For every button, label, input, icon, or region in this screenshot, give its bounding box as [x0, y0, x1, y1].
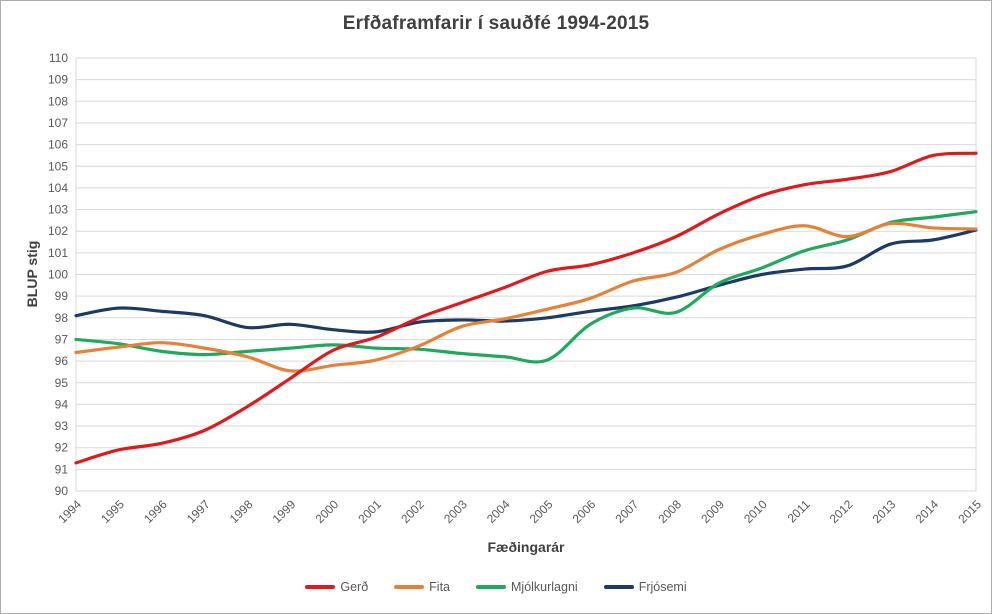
series-line-gerd: [74, 151, 978, 465]
y-tick-label: 102: [48, 224, 68, 238]
x-tick-label: 2004: [484, 497, 513, 526]
legend-item-mjolkurlagni: Mjólkurlagni: [476, 580, 578, 594]
x-tick-label: 2003: [441, 497, 470, 526]
x-tick-label: 1994: [55, 497, 84, 526]
series-line-frjosemi: [74, 228, 978, 334]
y-tick-label: 92: [55, 441, 69, 455]
x-tick-label: 2014: [912, 497, 941, 526]
x-tick-label: 2007: [612, 497, 641, 526]
legend-label-frjosemi: Frjósemi: [638, 580, 687, 594]
x-tick-label: 2002: [398, 497, 427, 526]
legend-label-gerd: Gerð: [340, 580, 369, 594]
y-tick-label: 108: [48, 94, 68, 108]
legend-swatch-frjosemi: [603, 585, 634, 589]
y-tick-label: 110: [49, 51, 68, 65]
x-tick-label: 1996: [141, 497, 170, 526]
x-tick-label: 2011: [785, 497, 813, 525]
y-tick-label: 95: [55, 376, 69, 390]
x-tick-label: 2005: [527, 497, 556, 526]
legend-label-mjolkurlagni: Mjólkurlagni: [511, 580, 578, 594]
series-line-fita: [74, 221, 978, 373]
y-tick-label: 99: [55, 289, 69, 303]
x-tick-label: 1998: [227, 497, 256, 526]
legend-swatch-gerd: [305, 585, 336, 589]
x-tick-label: 1997: [184, 497, 213, 526]
y-tick-label: 94: [55, 397, 69, 411]
y-tick-label: 100: [48, 268, 68, 282]
y-tick-label: 91: [55, 462, 69, 476]
x-tick-label: 2001: [355, 497, 384, 526]
x-tick-label: 2010: [741, 497, 770, 526]
x-tick-label: 2009: [698, 497, 727, 526]
y-tick-label: 90: [55, 484, 69, 498]
chart-legend: Gerð Fita Mjólkurlagni Frjósemi: [1, 580, 991, 594]
legend-swatch-mjolkurlagni: [476, 585, 506, 589]
x-tick-label: 2008: [655, 497, 684, 526]
y-tick-label: 103: [48, 203, 68, 217]
y-tick-label: 109: [48, 73, 68, 87]
x-tick-label: 2013: [870, 497, 899, 526]
legend-item-fita: Fita: [394, 580, 450, 594]
plot-border: [75, 57, 977, 492]
y-tick-label: 97: [55, 332, 69, 346]
y-tick-label: 98: [55, 311, 69, 325]
y-tick-label: 101: [48, 246, 68, 260]
x-tick-label: 1995: [98, 497, 127, 526]
y-tick-label: 106: [48, 138, 68, 152]
x-axis-title: Fæðingarár: [487, 539, 565, 555]
x-tick-label: 2006: [570, 497, 599, 526]
y-axis-title: BLUP stig: [24, 240, 40, 308]
x-tick-label: 1999: [270, 497, 299, 526]
x-tick-label: 2015: [955, 497, 984, 526]
y-tick-label: 107: [48, 116, 68, 130]
x-tick-label: 2012: [827, 497, 856, 526]
y-tick-label: 104: [48, 181, 68, 195]
legend-label-fita: Fita: [429, 580, 450, 594]
y-tick-label: 96: [55, 354, 69, 368]
legend-item-frjosemi: Frjósemi: [603, 580, 687, 594]
x-tick-label: 2000: [312, 497, 341, 526]
chart-title: Erfðaframfarir í sauðfé 1994-2015: [342, 13, 650, 34]
legend-swatch-fita: [394, 585, 425, 589]
y-tick-label: 105: [48, 159, 68, 173]
legend-item-gerd: Gerð: [305, 580, 368, 594]
y-tick-label: 93: [55, 419, 69, 433]
